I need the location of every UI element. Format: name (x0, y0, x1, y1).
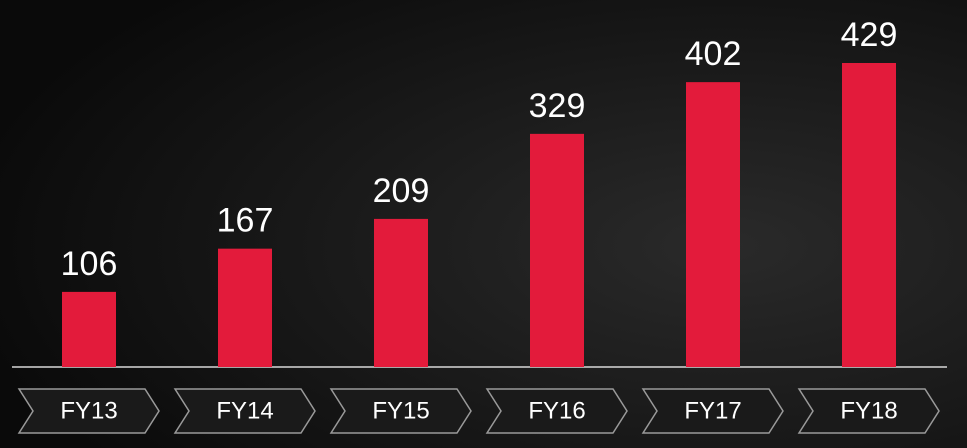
category-chevron (173, 388, 316, 434)
value-label: 429 (841, 16, 898, 54)
category-chevron (641, 388, 784, 434)
value-label: 209 (373, 172, 430, 210)
x-tick-label: FY16 (528, 397, 585, 424)
value-label: 106 (61, 245, 118, 283)
bar (842, 63, 896, 367)
category-chevron (485, 388, 628, 434)
bar (686, 82, 740, 367)
value-label: 167 (217, 202, 274, 240)
category-chevron (17, 388, 160, 434)
bar (218, 248, 272, 367)
x-tick-label: FY13 (60, 397, 117, 424)
bar (530, 133, 584, 367)
x-tick-label: FY18 (840, 397, 897, 424)
value-label: 402 (685, 35, 742, 73)
bar (374, 218, 428, 367)
category-chevron (797, 388, 940, 434)
value-label: 329 (529, 87, 586, 125)
x-tick-label: FY17 (684, 397, 741, 424)
x-tick-label: FY15 (372, 397, 429, 424)
category-chevron (329, 388, 472, 434)
x-tick-label: FY14 (216, 397, 273, 424)
bar (62, 291, 116, 367)
